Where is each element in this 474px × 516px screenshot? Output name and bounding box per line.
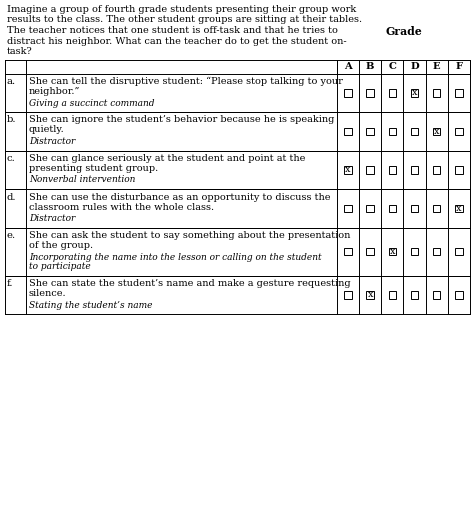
Bar [433,248,440,255]
Bar [455,89,463,96]
Bar [455,127,463,135]
Bar [389,166,396,173]
Bar [411,127,419,135]
Text: to participate: to participate [29,262,91,271]
Bar [433,127,440,135]
Text: neighbor.”: neighbor.” [29,87,81,96]
Text: classroom rules with the whole class.: classroom rules with the whole class. [29,202,214,212]
Text: She can use the disturbance as an opportunity to discuss the: She can use the disturbance as an opport… [29,192,330,202]
Text: e.: e. [7,231,16,240]
Text: D: D [410,62,419,71]
Text: B: B [366,62,374,71]
Text: F: F [456,62,463,71]
Bar [344,127,352,135]
Bar [433,204,440,212]
Bar [344,291,352,298]
Text: Imagine a group of fourth grade students presenting their group work: Imagine a group of fourth grade students… [7,5,356,14]
Text: C: C [389,62,396,71]
Text: She can ask the student to say something about the presentation: She can ask the student to say something… [29,231,350,240]
Text: Stating the student’s name: Stating the student’s name [29,300,153,310]
Text: d.: d. [7,192,17,202]
Bar [411,204,419,212]
Text: Nonverbal intervention: Nonverbal intervention [29,175,136,185]
Bar [455,204,463,212]
Text: Incorporating the name into the lesson or calling on the student: Incorporating the name into the lesson o… [29,252,322,262]
Text: A: A [344,62,352,71]
Bar [389,248,396,255]
Text: silence.: silence. [29,289,67,298]
Bar [344,166,352,173]
Bar [389,89,396,96]
Bar [411,89,419,96]
Bar [366,291,374,298]
Bar [455,248,463,255]
Text: x: x [412,88,417,97]
Text: x: x [367,290,373,299]
Text: x: x [390,247,395,256]
Bar [366,89,374,96]
Bar [366,127,374,135]
Text: b.: b. [7,116,17,124]
Bar [366,248,374,255]
Text: presenting student group.: presenting student group. [29,164,158,173]
Bar [344,204,352,212]
Text: E: E [433,62,440,71]
Bar [344,89,352,96]
Text: results to the class. The other student groups are sitting at their tables.: results to the class. The other student … [7,15,362,24]
Text: Distractor: Distractor [29,137,75,146]
Bar [366,204,374,212]
Text: The teacher notices that one student is off-task and that he tries to: The teacher notices that one student is … [7,26,338,35]
Text: of the group.: of the group. [29,241,93,250]
Text: x: x [346,165,351,174]
Text: She can glance seriously at the student and point at the: She can glance seriously at the student … [29,154,305,163]
Bar [389,127,396,135]
Bar [433,166,440,173]
Text: Giving a succinct command: Giving a succinct command [29,99,155,107]
Text: Distractor: Distractor [29,214,75,223]
Bar [344,248,352,255]
Text: distract his neighbor. What can the teacher do to get the student on-: distract his neighbor. What can the teac… [7,37,346,45]
Text: quietly.: quietly. [29,125,65,135]
Text: Grade: Grade [385,26,422,37]
Bar [411,248,419,255]
Text: task?: task? [7,47,33,56]
Text: f.: f. [7,279,13,288]
Bar [411,166,419,173]
Text: a.: a. [7,77,16,86]
Text: x: x [434,127,439,136]
Text: She can state the student’s name and make a gesture requesting: She can state the student’s name and mak… [29,279,351,288]
Text: She can tell the disruptive student: “Please stop talking to your: She can tell the disruptive student: “Pl… [29,77,343,86]
Bar [455,166,463,173]
Bar [389,291,396,298]
Text: She can ignore the student’s behavior because he is speaking: She can ignore the student’s behavior be… [29,116,334,124]
Text: x: x [456,204,462,213]
Bar [389,204,396,212]
Text: c.: c. [7,154,16,163]
Bar [455,291,463,298]
Bar [411,291,419,298]
Bar [433,89,440,96]
Bar [366,166,374,173]
Bar [433,291,440,298]
